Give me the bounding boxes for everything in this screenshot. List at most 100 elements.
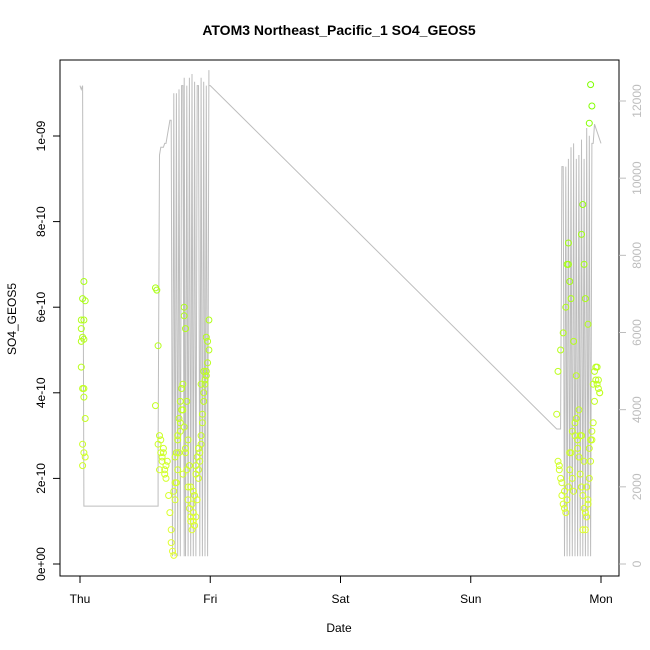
data-point [578, 230, 585, 238]
x-axis-ticks: Thu Fri Sat Sun Mon [70, 576, 613, 606]
y-right-tick-label: 2000 [630, 473, 644, 500]
data-point [167, 539, 175, 547]
data-point [198, 410, 206, 418]
data-point [200, 397, 208, 405]
data-point [200, 367, 208, 375]
data-point [170, 487, 178, 495]
y-right-tick-label: 6000 [630, 319, 644, 346]
data-point [184, 436, 192, 444]
data-point [79, 462, 87, 470]
data-point [593, 380, 601, 388]
data-point [570, 337, 578, 345]
data-point [187, 517, 195, 525]
data-point [564, 483, 572, 491]
y-tick-label: 8e-10 [34, 206, 48, 237]
data-point [159, 449, 167, 457]
data-point [572, 415, 580, 422]
data-point [575, 453, 583, 461]
data-point [180, 423, 188, 431]
data-point [158, 453, 166, 461]
y-right-tick-label: 0 [630, 560, 644, 567]
data-point [80, 316, 88, 324]
data-point [571, 419, 579, 427]
so4-point-series [77, 81, 604, 559]
data-point [568, 427, 576, 435]
data-point [583, 513, 591, 521]
data-point [77, 316, 85, 324]
data-point [174, 436, 182, 444]
y-right-axis-ticks: 0 2000 4000 6000 8000 10000 12000 [619, 84, 644, 567]
x-tick-label: Fri [203, 592, 217, 606]
data-point [80, 335, 88, 343]
data-point [559, 500, 567, 508]
data-point [178, 385, 186, 392]
data-point [557, 346, 565, 354]
data-point [77, 363, 85, 371]
data-point [581, 526, 589, 534]
data-point [588, 102, 596, 110]
data-point [575, 406, 583, 414]
data-point [184, 483, 192, 491]
data-point [187, 513, 195, 521]
data-point [562, 303, 570, 311]
data-point [189, 487, 197, 495]
data-point [195, 444, 202, 452]
data-point [162, 462, 170, 470]
data-point [77, 325, 85, 333]
data-point [594, 385, 602, 392]
data-point [197, 432, 205, 440]
data-point [580, 504, 588, 512]
data-point [179, 470, 187, 478]
x-tick-label: Sat [331, 592, 350, 606]
data-point [196, 449, 204, 457]
data-point [167, 526, 175, 534]
y-right-tick-label: 12000 [630, 84, 644, 118]
data-point [161, 466, 169, 474]
data-point [80, 449, 88, 457]
data-point [154, 342, 162, 350]
data-point [591, 397, 598, 405]
data-point [570, 487, 578, 495]
data-point [201, 376, 209, 384]
data-point [563, 260, 571, 268]
data-point [588, 427, 596, 435]
data-point [576, 470, 584, 478]
data-point [563, 496, 571, 504]
y-tick-label: 2e-10 [34, 463, 48, 494]
data-point [579, 492, 587, 499]
data-point [192, 462, 200, 470]
x-tick-label: Thu [70, 592, 91, 606]
data-point [179, 380, 187, 388]
data-point [584, 500, 592, 508]
data-point [581, 509, 589, 517]
data-point [172, 449, 180, 457]
data-point [204, 337, 212, 345]
data-point [183, 466, 191, 474]
data-point [566, 466, 574, 474]
data-point [180, 303, 188, 311]
data-point [561, 487, 568, 495]
data-point [566, 278, 574, 285]
data-point [572, 372, 580, 380]
data-point [197, 380, 205, 388]
data-point [589, 419, 597, 427]
data-point [587, 436, 595, 444]
x-tick-label: Sun [460, 592, 481, 606]
data-point [587, 81, 595, 89]
data-point [200, 389, 208, 397]
data-point [179, 406, 187, 414]
data-point [80, 278, 88, 285]
data-point [180, 312, 188, 320]
y-axis-ticks: 0e+00 2e-10 4e-10 6e-10 8e-10 1e-09 [34, 120, 60, 581]
data-point [205, 346, 213, 354]
data-point [175, 415, 183, 422]
data-point [574, 444, 582, 452]
data-point [584, 320, 592, 328]
x-tick-label: Mon [589, 592, 612, 606]
data-point [191, 492, 199, 499]
data-point [159, 444, 167, 452]
data-point [184, 496, 192, 504]
